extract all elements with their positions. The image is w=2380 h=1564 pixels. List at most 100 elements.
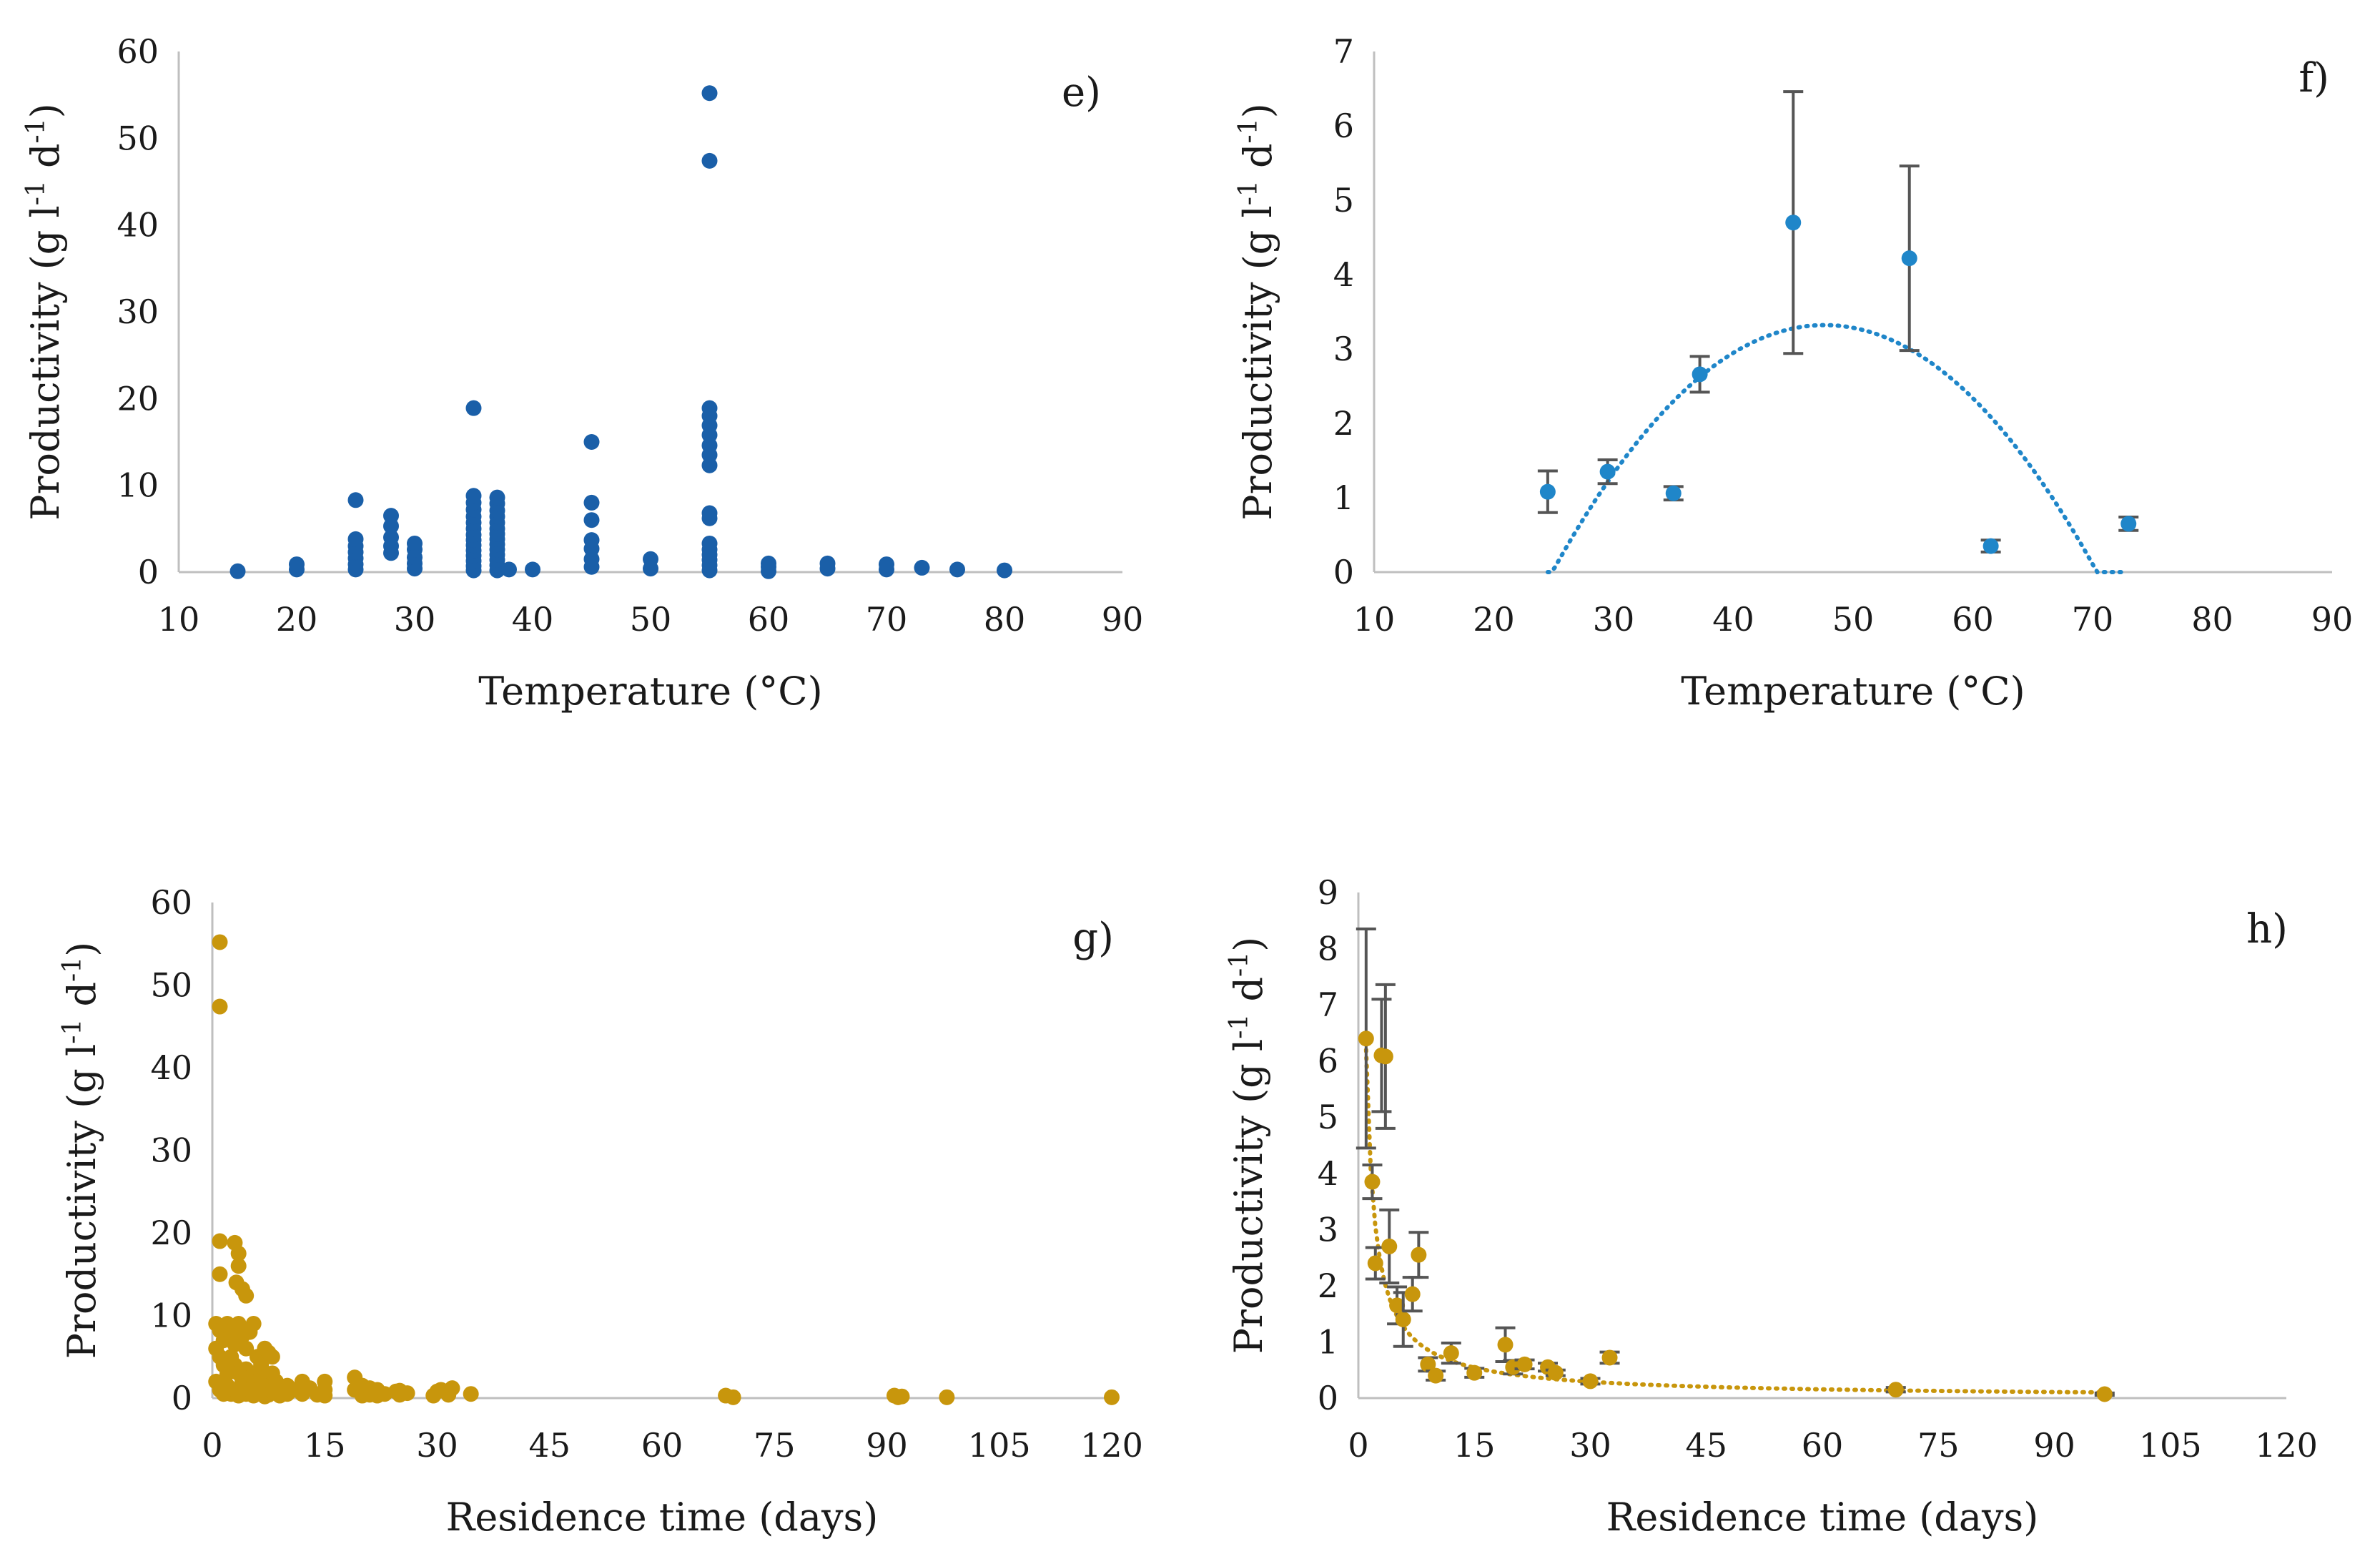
panel-letter: f): [2298, 55, 2329, 102]
data-point: [347, 531, 364, 547]
y-tick-label: 10: [150, 1297, 192, 1335]
data-point: [583, 434, 600, 450]
chart-panel-f: 0 1 2 3 4 5 6 7 10 20 30 40 50 60 70 80 90 Temperature (°…: [1234, 32, 2354, 714]
y-tick-label: 2: [1318, 1267, 1338, 1305]
x-tick-label: 15: [304, 1426, 346, 1465]
chart-panel-e: 0 10 20 30 40 50 60 10 20 30 40 50 60 70 80 90 Temperatu…: [21, 32, 1144, 714]
x-tick-label: 90: [2033, 1426, 2075, 1465]
data-point: [949, 561, 965, 578]
data-point: [212, 998, 228, 1015]
y-tick-label: 4: [1318, 1154, 1338, 1193]
data-point: [1420, 1356, 1436, 1372]
data-point: [383, 508, 399, 524]
y-tick-label: 20: [117, 379, 159, 418]
panel-letter: g): [1072, 915, 1114, 961]
y-axis-title: Productivity (g l-1 d-1): [58, 942, 105, 1359]
data-point: [383, 529, 399, 546]
data-point: [212, 934, 228, 950]
data-point: [1497, 1337, 1514, 1353]
x-tick-label: 120: [2255, 1426, 2318, 1465]
x-tick-label: 70: [2072, 600, 2114, 639]
y-tick-label: 6: [1333, 107, 1354, 145]
y-tick-label: 9: [1318, 873, 1338, 912]
data-point: [1377, 1048, 1393, 1065]
data-point: [997, 562, 1012, 579]
data-point: [1104, 1389, 1120, 1405]
x-tick-label: 75: [754, 1426, 796, 1465]
data-point: [407, 535, 423, 551]
data-point: [583, 532, 600, 549]
y-tick-label: 50: [117, 119, 159, 157]
y-tick-label: 50: [150, 966, 192, 1005]
data-point: [894, 1388, 910, 1405]
data-point: [501, 561, 517, 578]
x-tick-label: 0: [202, 1426, 222, 1465]
y-tick-label: 7: [1333, 32, 1354, 71]
y-tick-label: 5: [1333, 181, 1354, 220]
x-tick-label: 20: [1473, 600, 1515, 639]
x-tick-label: 105: [968, 1426, 1031, 1465]
y-tick-label: 0: [138, 553, 159, 591]
x-tick-label: 0: [1348, 1426, 1368, 1465]
y-tick-label: 0: [1318, 1379, 1338, 1417]
panel-letter: h): [2246, 906, 2288, 953]
x-tick-label: 60: [641, 1426, 683, 1465]
data-point: [583, 494, 600, 511]
data-point: [1692, 366, 1708, 383]
x-tick-label: 40: [1712, 600, 1754, 639]
x-tick-label: 105: [2139, 1426, 2202, 1465]
data-point: [1516, 1356, 1533, 1372]
y-tick-label: 30: [150, 1131, 192, 1170]
y-tick-label: 6: [1318, 1042, 1338, 1081]
data-point: [230, 1316, 247, 1332]
y-tick-label: 7: [1318, 985, 1338, 1024]
y-tick-label: 60: [150, 883, 192, 922]
x-tick-label: 120: [1080, 1426, 1143, 1465]
data-point: [1367, 1255, 1383, 1272]
data-point: [245, 1316, 262, 1332]
x-tick-label: 45: [1685, 1426, 1727, 1465]
x-tick-label: 60: [1952, 600, 1994, 639]
y-tick-label: 40: [150, 1048, 192, 1087]
x-tick-label: 60: [1802, 1426, 1844, 1465]
data-point: [1358, 1031, 1374, 1047]
data-point: [879, 556, 894, 573]
x-tick-label: 50: [1832, 600, 1875, 639]
data-point: [2096, 1386, 2113, 1402]
data-point: [1395, 1312, 1411, 1328]
x-tick-label: 90: [2311, 600, 2354, 639]
y-tick-label: 5: [1318, 1098, 1338, 1136]
data-point: [489, 489, 505, 506]
y-axis-title: Productivity (g l-1 d-1): [21, 103, 69, 520]
y-tick-label: 10: [117, 466, 159, 505]
data-point: [1364, 1174, 1381, 1190]
x-tick-label: 30: [416, 1426, 458, 1465]
data-point: [1901, 250, 1917, 267]
data-point: [725, 1389, 741, 1405]
y-axis-title: Productivity (g l-1 d-1): [1225, 937, 1272, 1354]
data-point: [347, 492, 364, 508]
y-tick-label: 3: [1333, 330, 1354, 368]
x-axis-title: Residence time (days): [1606, 1495, 2039, 1540]
data-point: [1982, 538, 1999, 554]
x-tick-label: 30: [1593, 600, 1635, 639]
x-tick-label: 10: [158, 600, 200, 639]
data-point: [761, 555, 776, 571]
x-tick-label: 60: [748, 600, 790, 639]
data-point: [1466, 1364, 1483, 1381]
data-point: [289, 556, 305, 573]
x-axis-title: Temperature (°C): [1681, 669, 2025, 714]
y-tick-label: 8: [1318, 930, 1338, 968]
y-tick-label: 30: [117, 292, 159, 331]
data-point: [264, 1349, 280, 1365]
x-axis-title: Temperature (°C): [478, 669, 822, 714]
data-point: [212, 1266, 228, 1282]
data-point: [1389, 1297, 1406, 1314]
data-point: [701, 400, 718, 416]
data-point: [1887, 1382, 1904, 1398]
y-tick-label: 1: [1333, 478, 1354, 517]
data-point: [701, 505, 718, 521]
x-tick-label: 80: [984, 600, 1026, 639]
data-point: [914, 559, 930, 576]
